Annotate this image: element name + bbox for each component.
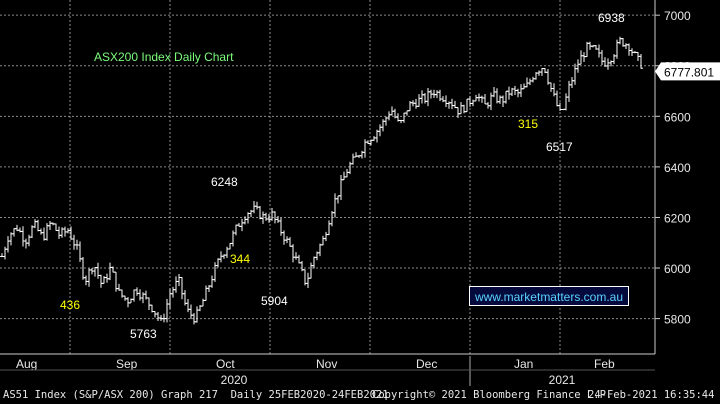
annotation-label: 6248 xyxy=(211,175,238,189)
x-tick-label: Dec xyxy=(416,357,437,371)
x-tick-label: Feb xyxy=(594,357,615,371)
y-tick-label: 6000 xyxy=(664,262,691,276)
last-price-tag xyxy=(655,62,720,81)
x-year-label: 2020 xyxy=(221,373,248,387)
y-tick-label: 6200 xyxy=(664,211,691,225)
y-tick-label: 5800 xyxy=(664,313,691,327)
y-tick-label: 6400 xyxy=(664,161,691,175)
watermark-link[interactable]: www.marketmatters.com.au xyxy=(469,286,629,306)
x-tick-label: Jan xyxy=(514,357,533,371)
y-tick-label: 7000 xyxy=(664,9,691,23)
annotation-label: 315 xyxy=(518,117,538,131)
annotation-label: 436 xyxy=(60,298,80,312)
chart-title: ASX200 Index Daily Chart xyxy=(94,50,234,64)
x-tick-label: Aug xyxy=(16,357,37,371)
annotation-label: 6517 xyxy=(546,140,573,154)
annotation-label: 6938 xyxy=(598,11,625,25)
grid-lines xyxy=(0,0,655,354)
footer-bar: AS51 Index (S&P/ASX 200) Graph 217 Daily… xyxy=(0,386,720,404)
footer-copyright: Copyright© 2021 Bloomberg Finance L.P. xyxy=(372,389,613,401)
x-tick-label: Nov xyxy=(316,357,337,371)
x-tick-label: Oct xyxy=(216,357,235,371)
annotation-label: 344 xyxy=(230,252,250,266)
price-bars xyxy=(0,36,643,325)
x-year-label: 2021 xyxy=(549,373,576,387)
footer-timestamp: 24-Feb-2021 16:35:44 xyxy=(588,389,715,401)
annotation-label: 5763 xyxy=(130,327,157,341)
y-tick-label: 6600 xyxy=(664,110,691,124)
footer-security: AS51 Index (S&P/ASX 200) Graph 217 Daily… xyxy=(3,389,389,401)
x-tick-label: Sep xyxy=(116,357,138,371)
annotation-label: 5904 xyxy=(261,294,288,308)
annotations: ASX200 Index Daily Chart 6938 6248 5763 5904… xyxy=(60,11,625,341)
axes: 5800600062006400660068007000AugSepOctNov… xyxy=(0,0,720,387)
last-price-label: 6777.801 xyxy=(664,65,714,79)
